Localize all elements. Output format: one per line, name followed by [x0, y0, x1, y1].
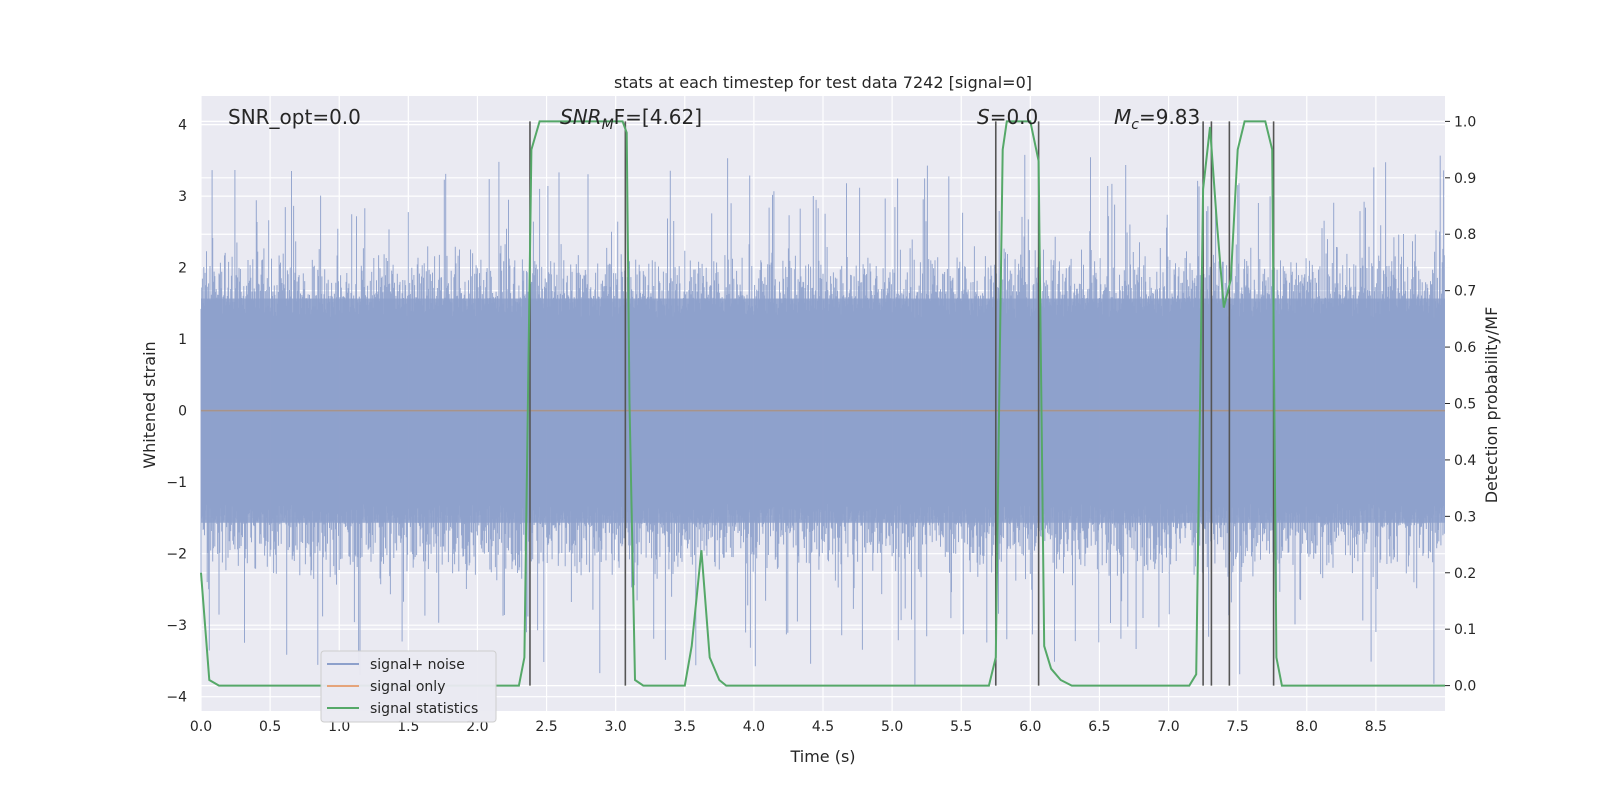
annotation-snr-mf-main: SNR — [560, 105, 602, 129]
y-right-tick-label: 0.1 — [1454, 622, 1476, 638]
x-tick-label: 3.0 — [605, 719, 627, 735]
legend-label-signal-statistics: signal statistics — [370, 701, 478, 717]
annotation-snr-opt: SNR_opt=0.0 — [228, 105, 361, 129]
y-right-tick-label: 0.4 — [1454, 453, 1476, 469]
legend-box — [320, 650, 497, 723]
x-tick-label: 4.0 — [743, 719, 765, 735]
legend: signal+ noise signal only signal statist… — [320, 650, 497, 723]
y-right-tick-label: 0.3 — [1454, 509, 1476, 525]
annotation-s: S=0.0 — [977, 105, 1038, 129]
y-right-tick-label: 0.9 — [1454, 171, 1476, 187]
annotation-s-var: S — [977, 105, 990, 129]
x-tick-label: 6.5 — [1088, 719, 1110, 735]
y-axis-right-ticks: 1.0 0.9 0.8 0.7 0.6 0.5 0.4 0.3 0.2 0.1 0.0 — [1445, 114, 1476, 695]
chart-title: stats at each timestep for test data 724… — [614, 73, 1032, 92]
x-tick-label: 8.5 — [1365, 719, 1387, 735]
y-left-tick-label: 0 — [178, 404, 187, 420]
x-tick-label: 7.0 — [1157, 719, 1179, 735]
y-left-tick-label: −1 — [166, 475, 187, 491]
x-axis-label: Time (s) — [789, 747, 855, 766]
y-left-tick-label: −4 — [166, 690, 187, 706]
annotation-mc: Mc=9.83 — [1114, 105, 1200, 133]
x-tick-label: 5.5 — [950, 719, 972, 735]
y-axis-right-label: Detection probability/MF — [1482, 307, 1501, 504]
annotation-s-tail: =0.0 — [990, 105, 1039, 129]
x-tick-label: 2.0 — [466, 719, 488, 735]
x-tick-label: 7.5 — [1227, 719, 1249, 735]
x-tick-label: 1.5 — [397, 719, 419, 735]
annotation-snr-mf: SNRMF=[4.62] — [560, 105, 702, 133]
y-left-tick-label: 2 — [178, 261, 187, 277]
y-axis-left-label: Whitened strain — [140, 341, 159, 468]
annotation-mc-sub: c — [1131, 117, 1139, 133]
x-tick-label: 6.0 — [1019, 719, 1041, 735]
y-left-tick-label: 4 — [178, 118, 187, 134]
annotation-mc-tail: =9.83 — [1139, 105, 1200, 129]
y-right-tick-label: 0.6 — [1454, 340, 1476, 356]
x-tick-label: 1.0 — [328, 719, 350, 735]
legend-label-signal-noise: signal+ noise — [370, 657, 465, 673]
x-tick-label: 4.5 — [812, 719, 834, 735]
legend-label-signal-only: signal only — [370, 679, 445, 695]
x-tick-label: 0.5 — [259, 719, 281, 735]
y-right-tick-label: 1.0 — [1454, 114, 1476, 130]
series-signal-statistics — [200, 120, 1445, 687]
annotation-mc-var: M — [1114, 105, 1131, 129]
y-right-tick-label: 0.7 — [1454, 284, 1476, 300]
y-right-tick-label: 0.5 — [1454, 397, 1476, 413]
x-tick-label: 8.0 — [1296, 719, 1318, 735]
y-right-tick-label: 0.8 — [1454, 227, 1476, 243]
y-right-tick-label: 0.2 — [1454, 566, 1476, 582]
x-tick-label: 2.5 — [535, 719, 557, 735]
x-tick-label: 5.0 — [881, 719, 903, 735]
y-left-tick-label: 3 — [178, 189, 187, 205]
annotation-snr-mf-sub: M — [602, 117, 614, 133]
y-left-tick-label: −3 — [166, 618, 187, 634]
x-axis-ticks: 0.0 0.5 1.0 1.5 2.0 2.5 3.0 3.5 4.0 4.5 5.0 5.5 6.0 6… — [190, 719, 1387, 735]
signal-statistics-line — [200, 120, 1445, 687]
y-left-tick-label: −2 — [166, 547, 187, 563]
y-axis-left-ticks: 4 3 2 1 0 −1 −2 −3 −4 — [166, 118, 187, 706]
y-left-tick-label: 1 — [178, 332, 187, 348]
y-right-tick-label: 0.0 — [1454, 679, 1476, 695]
x-tick-label: 0.0 — [190, 719, 212, 735]
annotation-snr-mf-tail: F=[4.62] — [614, 105, 702, 129]
x-tick-label: 3.5 — [674, 719, 696, 735]
